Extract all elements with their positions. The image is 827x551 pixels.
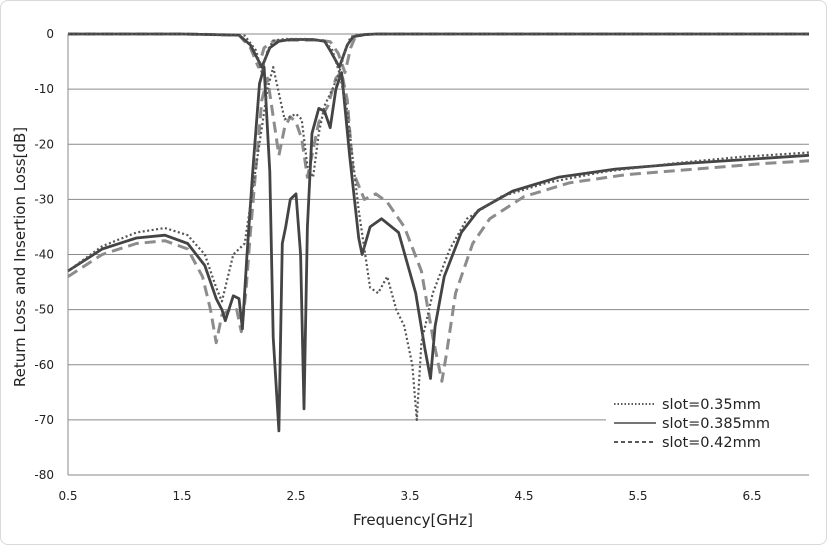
y-tick-label: -30 (34, 192, 54, 206)
y-tick-label: -70 (34, 413, 54, 427)
legend-background (606, 386, 811, 450)
series-line-dotted-return-loss (67, 65, 810, 421)
legend-label: slot=0.385mm (662, 416, 770, 432)
y-tick-label: 0 (46, 27, 54, 41)
y-axis-label: Return Loss and Insertion Loss[dB] (11, 127, 29, 387)
series-line-dashed-insertion-loss (68, 32, 809, 75)
x-tick-label: 0.5 (58, 489, 77, 503)
series-line-solid-return-loss (67, 65, 810, 433)
series-line-solid-insertion-loss (68, 32, 809, 69)
x-tick-label: 1.5 (172, 489, 191, 503)
x-axis-label: Frequency[GHz] (353, 511, 473, 529)
y-tick-label: -50 (34, 303, 54, 317)
y-tick-label: -80 (34, 468, 54, 482)
legend-label: slot=0.35mm (662, 397, 761, 413)
y-tick-label: -10 (34, 82, 54, 96)
x-tick-label: 2.5 (286, 489, 305, 503)
series-line-dotted-insertion-loss (68, 32, 809, 74)
y-tick-label: -60 (34, 358, 54, 372)
y-tick-label: -20 (34, 137, 54, 151)
axis-layer: Frequency[GHz] Return Loss and Insertion… (11, 27, 762, 529)
x-tick-label: 6.5 (742, 489, 761, 503)
legend-label: slot=0.42mm (662, 435, 761, 451)
x-tick-label: 3.5 (400, 489, 419, 503)
series-line-dashed-return-loss (67, 71, 810, 383)
x-tick-label: 4.5 (514, 489, 533, 503)
legend: slot=0.35mm slot=0.385mm slot=0.42mm (606, 386, 811, 451)
series-layer (67, 32, 810, 433)
x-tick-label: 5.5 (628, 489, 647, 503)
y-tick-label: -40 (34, 248, 54, 262)
